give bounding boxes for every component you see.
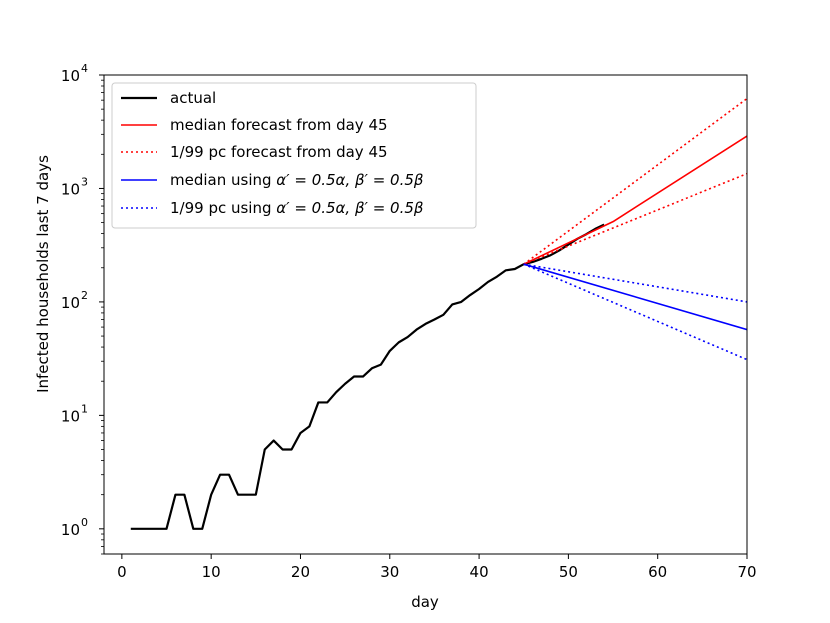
x-tick-label: 60	[648, 563, 667, 581]
plot-frame	[103, 74, 748, 555]
y-tick-exponent: 2	[81, 289, 88, 302]
legend-label-pc_half: 1/99 pc using α′ = 0.5α, β′ = 0.5β	[170, 199, 424, 217]
x-axis-label: day	[411, 593, 439, 611]
y-tick-exponent: 1	[81, 402, 88, 415]
series-layer	[130, 97, 747, 530]
series-line-4	[523, 263, 747, 331]
x-tick-label: 0	[117, 563, 127, 581]
x-tick-label: 30	[380, 563, 399, 581]
series-line-1	[523, 135, 747, 265]
y-tick-exponent: 3	[81, 175, 88, 188]
series-line-2	[523, 97, 747, 265]
x-tick-label: 50	[559, 563, 578, 581]
y-tick-label: 10	[61, 67, 80, 85]
y-tick-exponent: 4	[81, 62, 88, 75]
legend: actual median forecast from day 45 1/99 pc…	[111, 82, 477, 229]
x-tick-label: 70	[737, 563, 756, 581]
y-tick-label: 10	[61, 407, 80, 425]
x-tick-label: 20	[291, 563, 310, 581]
legend-label-pc_forecast: 1/99 pc forecast from day 45	[170, 143, 388, 161]
y-tick-label: 10	[61, 521, 80, 539]
y-axis-label: Infected households last 7 days	[34, 155, 52, 393]
legend-label-median_half: median using α′ = 0.5α, β′ = 0.5β	[170, 171, 424, 189]
series-line-3	[523, 172, 747, 265]
y-tick-label: 10	[61, 294, 80, 312]
x-tick-label: 40	[470, 563, 489, 581]
legend-box	[111, 82, 477, 229]
y-tick-exponent: 0	[81, 516, 88, 529]
legend-label-median_forecast: median forecast from day 45	[170, 116, 388, 134]
series-line-6	[523, 263, 747, 361]
x-axis-ticks: 0 10 20 30 40 50 60 70	[117, 554, 757, 581]
legend-label-actual: actual	[170, 89, 216, 107]
x-tick-label: 10	[202, 563, 221, 581]
y-tick-label: 10	[61, 180, 80, 198]
